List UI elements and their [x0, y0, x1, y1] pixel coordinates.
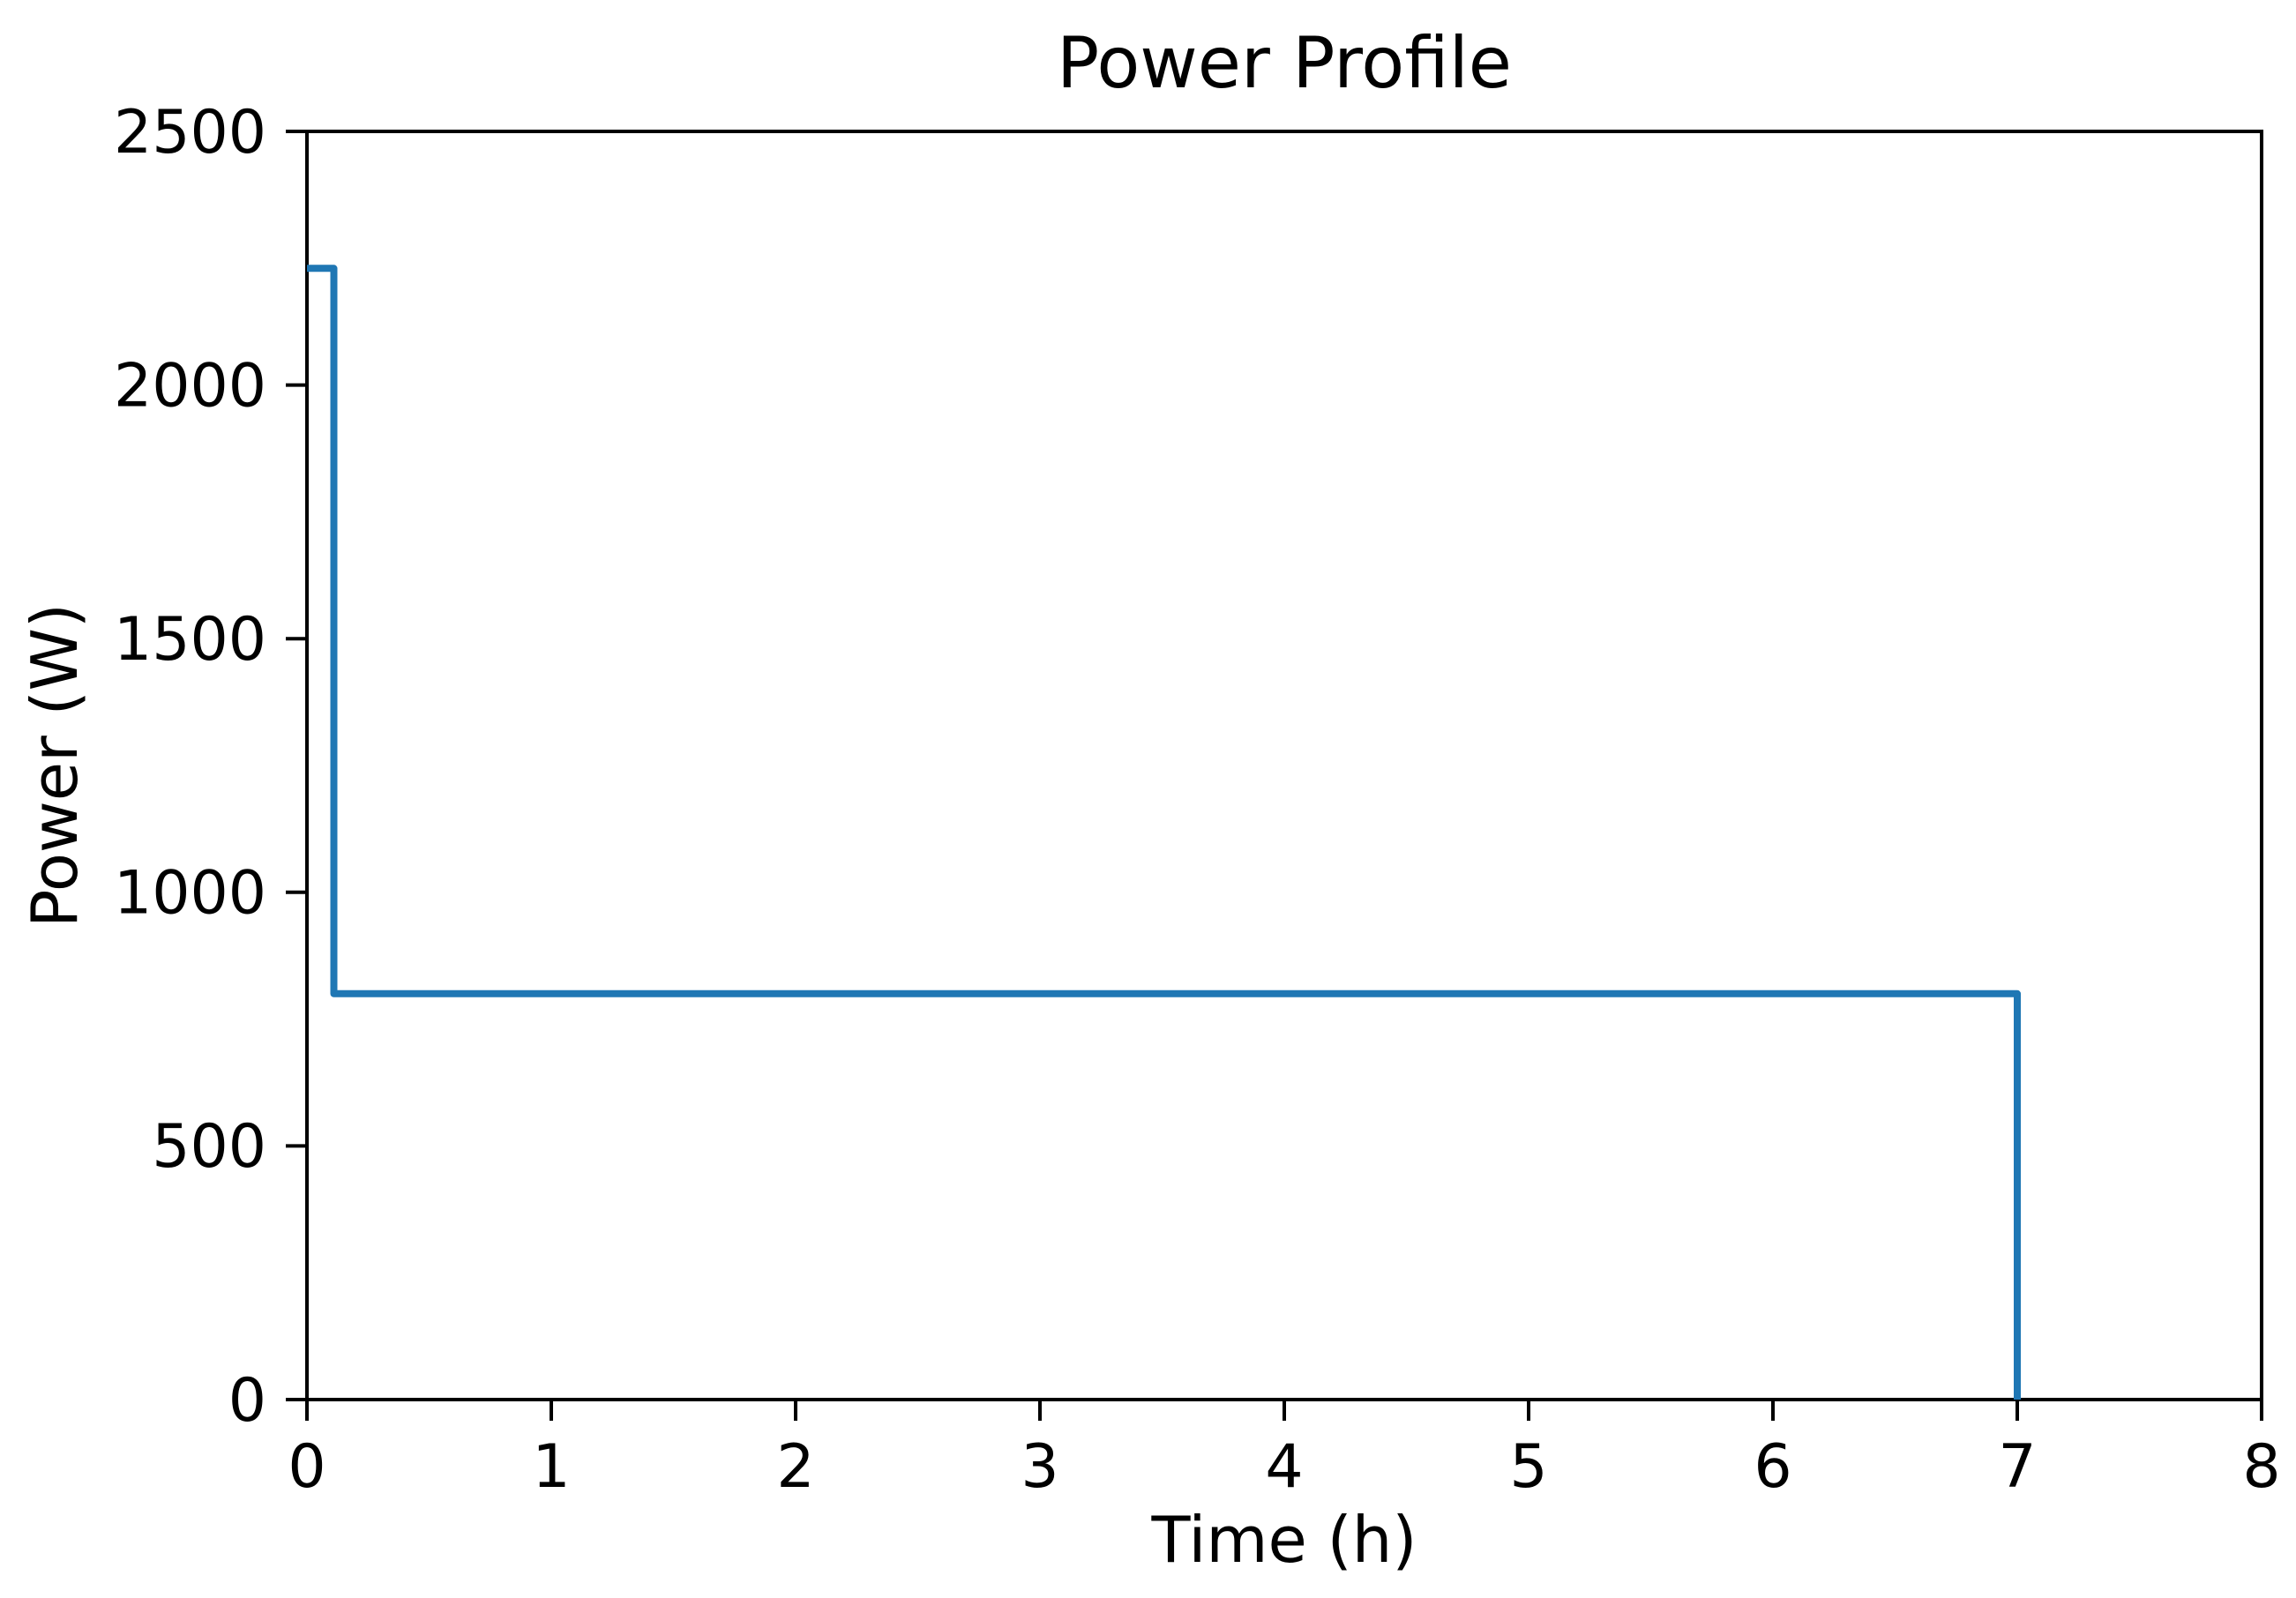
x-tick-label: 0 — [288, 1432, 325, 1502]
x-tick-label: 6 — [1754, 1432, 1791, 1502]
y-tick-label: 500 — [152, 1112, 266, 1182]
x-tick-label: 1 — [532, 1432, 570, 1502]
x-tick-label: 2 — [776, 1432, 814, 1502]
y-tick-label: 2000 — [114, 351, 266, 421]
y-tick-label: 1000 — [114, 859, 266, 929]
y-tick-label: 1500 — [114, 605, 266, 675]
x-tick-label: 8 — [2242, 1432, 2280, 1502]
x-tick-label: 3 — [1021, 1432, 1058, 1502]
axes-spines — [305, 130, 2263, 1401]
y-tick-label: 0 — [228, 1366, 266, 1436]
x-tick-label: 7 — [1998, 1432, 2036, 1502]
y-tick-label: 2500 — [114, 98, 266, 168]
chart-title: Power Profile — [1056, 22, 1513, 104]
x-tick-label: 5 — [1509, 1432, 1547, 1502]
x-axis-label: Time (h) — [1151, 1503, 1417, 1577]
x-tick-label: 4 — [1265, 1432, 1303, 1502]
power-step-line — [307, 265, 2021, 1400]
